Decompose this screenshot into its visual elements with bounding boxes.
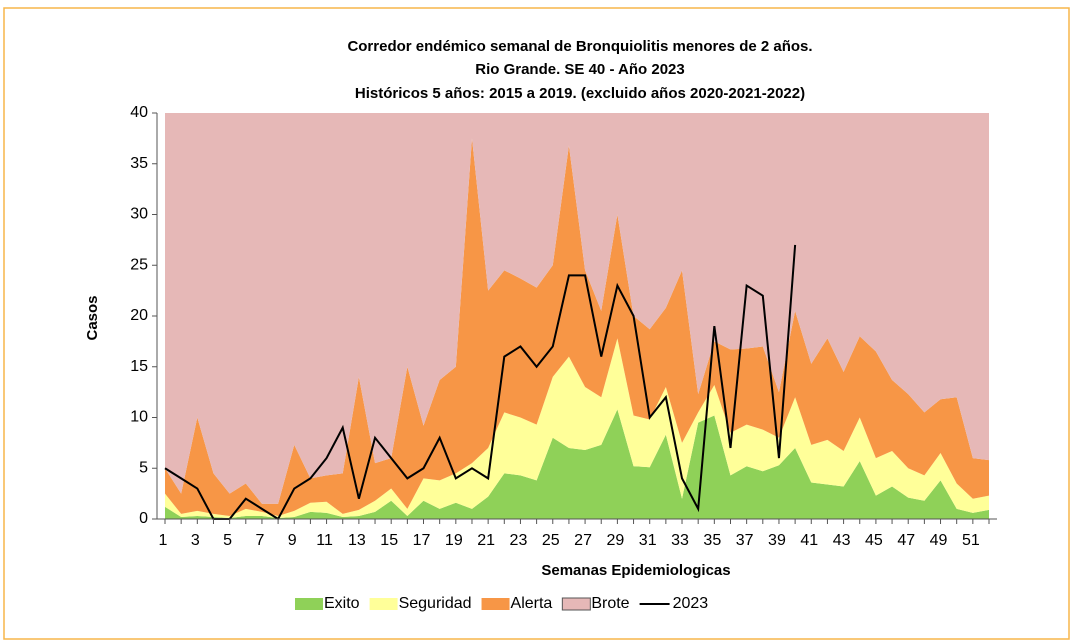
- area: [165, 138, 989, 516]
- x-tick-label: 51: [962, 532, 980, 549]
- x-tick-label: 35: [703, 532, 721, 549]
- x-tick-label: 49: [930, 532, 948, 549]
- y-tick-label: 10: [130, 409, 148, 426]
- legend-swatch: [369, 598, 398, 610]
- chart-subtitle: Históricos 5 años: 2015 a 2019. (excluid…: [355, 85, 805, 102]
- chart-subtitle: Rio Grande. SE 40 - Año 2023: [475, 61, 685, 78]
- area: [165, 338, 989, 518]
- y-tick-label: 40: [130, 104, 148, 121]
- y-axis-title: Casos: [84, 295, 101, 340]
- legend-label: Alerta: [511, 595, 553, 612]
- x-tick-label: 13: [348, 532, 366, 549]
- x-tick-label: 43: [833, 532, 851, 549]
- x-tick-label: 41: [800, 532, 818, 549]
- legend-swatch: [561, 597, 591, 611]
- x-tick-label: 9: [288, 532, 297, 549]
- x-tick-label: 17: [413, 532, 431, 549]
- y-tick-label: 5: [139, 459, 148, 476]
- x-tick-label: 33: [671, 532, 689, 549]
- x-axis-title: Semanas Epidemiologicas: [541, 562, 730, 579]
- x-tick-label: 37: [736, 532, 754, 549]
- x-tick-label: 45: [865, 532, 883, 549]
- x-tick-label: 15: [380, 532, 398, 549]
- line: [164, 244, 797, 521]
- area: [165, 113, 989, 504]
- x-tick-label: 29: [606, 532, 624, 549]
- legend-label: Exito: [324, 595, 360, 612]
- x-tick-label: 7: [255, 532, 264, 549]
- legend-label: 2023: [673, 595, 709, 612]
- x-tick-label: 21: [477, 532, 495, 549]
- x-tick-label: 47: [897, 532, 915, 549]
- y-tick-label: 35: [130, 155, 148, 172]
- x-tick-label: 3: [191, 532, 200, 549]
- legend-swatch: [295, 598, 323, 610]
- chart-title: Corredor endémico semanal de Bronquiolit…: [347, 38, 812, 55]
- x-tick-label: 39: [768, 532, 786, 549]
- y-tick-label: 0: [139, 510, 148, 527]
- legend-label: Seguridad: [399, 595, 472, 612]
- frame: [3, 7, 1070, 640]
- x-tick-label: 31: [639, 532, 657, 549]
- y-tick-label: 30: [130, 206, 148, 223]
- x-tick-label: 27: [574, 532, 592, 549]
- x-tick-label: 1: [159, 532, 168, 549]
- y-tick-label: 15: [130, 358, 148, 375]
- x-tick-label: 23: [510, 532, 528, 549]
- y-tick-label: 20: [130, 307, 148, 324]
- x-tick-label: 25: [542, 532, 560, 549]
- x-tick-label: 11: [316, 532, 333, 549]
- area: [165, 409, 989, 519]
- x-tick-label: 5: [223, 532, 232, 549]
- legend-label: Brote: [591, 595, 629, 612]
- y-tick-label: 25: [130, 256, 148, 273]
- legend-swatch: [481, 598, 510, 610]
- x-tick-label: 19: [445, 532, 463, 549]
